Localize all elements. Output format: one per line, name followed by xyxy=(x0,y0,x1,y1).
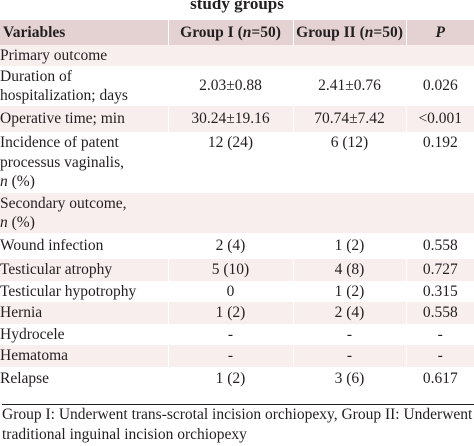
row-label-hernia: Hernia xyxy=(0,304,43,322)
table-row: Operative time; min 30.24±19.16 70.74±7.… xyxy=(0,106,474,132)
cell-p: - xyxy=(405,324,474,345)
table-footnote: Group I: Underwent trans-scrotal incisio… xyxy=(2,404,474,443)
cell-group2: 2 (4) xyxy=(292,302,406,324)
header-variables: Variables xyxy=(3,23,66,41)
cell-group2: 6 (12) xyxy=(292,132,406,193)
table-row: Incidence of patent processus vaginalis, n… xyxy=(0,132,474,193)
cell-group1: 1 (2) xyxy=(167,302,293,324)
cell-group2: 4 (8) xyxy=(292,259,406,281)
table-row: Testicular atrophy 5 (10) 4 (8) 0.727 xyxy=(0,259,474,281)
row-label-relapse: Relapse xyxy=(0,369,50,387)
header-row: Variables Group I (n=50) Group II (n=50)… xyxy=(0,20,474,45)
cell-group1: 2.03±0.88 xyxy=(167,66,293,106)
section-row-secondary: Secondary outcome, n (%) xyxy=(0,193,474,233)
table-caption: study groups xyxy=(0,0,474,20)
row-label-hydrocele: Hydrocele xyxy=(0,325,65,343)
caption-text: study groups xyxy=(190,0,284,13)
cell-p: 0.558 xyxy=(405,233,474,259)
table-row: Wound infection 2 (4) 1 (2) 0.558 xyxy=(0,233,474,259)
header-p: P xyxy=(405,20,474,45)
row-label-testicular-hypotrophy: Testicular hypotrophy xyxy=(0,282,137,300)
cell-group1: 0 xyxy=(167,281,293,302)
table-row: Testicular hypotrophy 0 1 (2) 0.315 xyxy=(0,281,474,302)
cell-group1: 2 (4) xyxy=(167,233,293,259)
row-label-hospitalization: Duration of hospitalization; days xyxy=(0,67,128,105)
section-primary-label: Primary outcome xyxy=(0,46,108,64)
section-secondary-label: Secondary outcome, n (%) xyxy=(0,194,127,232)
cell-group2: 1 (2) xyxy=(292,233,406,259)
cell-group2: - xyxy=(292,345,406,367)
table-row: Duration of hospitalization; days 2.03±0.… xyxy=(0,66,474,106)
cell-group1: - xyxy=(167,345,293,367)
cell-p: 0.026 xyxy=(405,66,474,106)
results-table: Variables Group I (n=50) Group II (n=50)… xyxy=(0,20,474,390)
row-label-patent-processus: Incidence of patent processus vaginalis, n… xyxy=(0,134,124,190)
cell-p: - xyxy=(405,345,474,367)
header-group2: Group II (n=50) xyxy=(292,20,406,45)
cell-p: 0.315 xyxy=(405,281,474,302)
cell-p: <0.001 xyxy=(405,106,474,132)
cell-p: 0.727 xyxy=(405,259,474,281)
row-label-operative-time: Operative time; min xyxy=(0,110,125,128)
cell-group2: 2.41±0.76 xyxy=(292,66,406,106)
cell-group2: 70.74±7.42 xyxy=(292,106,406,132)
cell-p: 0.617 xyxy=(405,367,474,390)
header-group1: Group I (n=50) xyxy=(167,20,293,45)
cell-group1: 5 (10) xyxy=(167,259,293,281)
table-row: Hydrocele - - - xyxy=(0,324,474,345)
cell-group1: 30.24±19.16 xyxy=(167,106,293,132)
cell-group1: - xyxy=(167,324,293,345)
cell-group2: 3 (6) xyxy=(292,367,406,390)
cell-group1: 12 (24) xyxy=(167,132,293,193)
row-label-wound-infection: Wound infection xyxy=(0,237,104,255)
row-label-testicular-atrophy: Testicular atrophy xyxy=(0,261,113,279)
table-row: Hernia 1 (2) 2 (4) 0.558 xyxy=(0,302,474,324)
cell-group2: 1 (2) xyxy=(292,281,406,302)
cell-group1: 1 (2) xyxy=(167,367,293,390)
cell-group2: - xyxy=(292,324,406,345)
cell-p: 0.192 xyxy=(405,132,474,193)
table-row: Relapse 1 (2) 3 (6) 0.617 xyxy=(0,367,474,390)
row-label-hematoma: Hematoma xyxy=(0,347,69,365)
cell-p: 0.558 xyxy=(405,302,474,324)
section-row-primary: Primary outcome xyxy=(0,45,474,66)
table-row: Hematoma - - - xyxy=(0,345,474,367)
